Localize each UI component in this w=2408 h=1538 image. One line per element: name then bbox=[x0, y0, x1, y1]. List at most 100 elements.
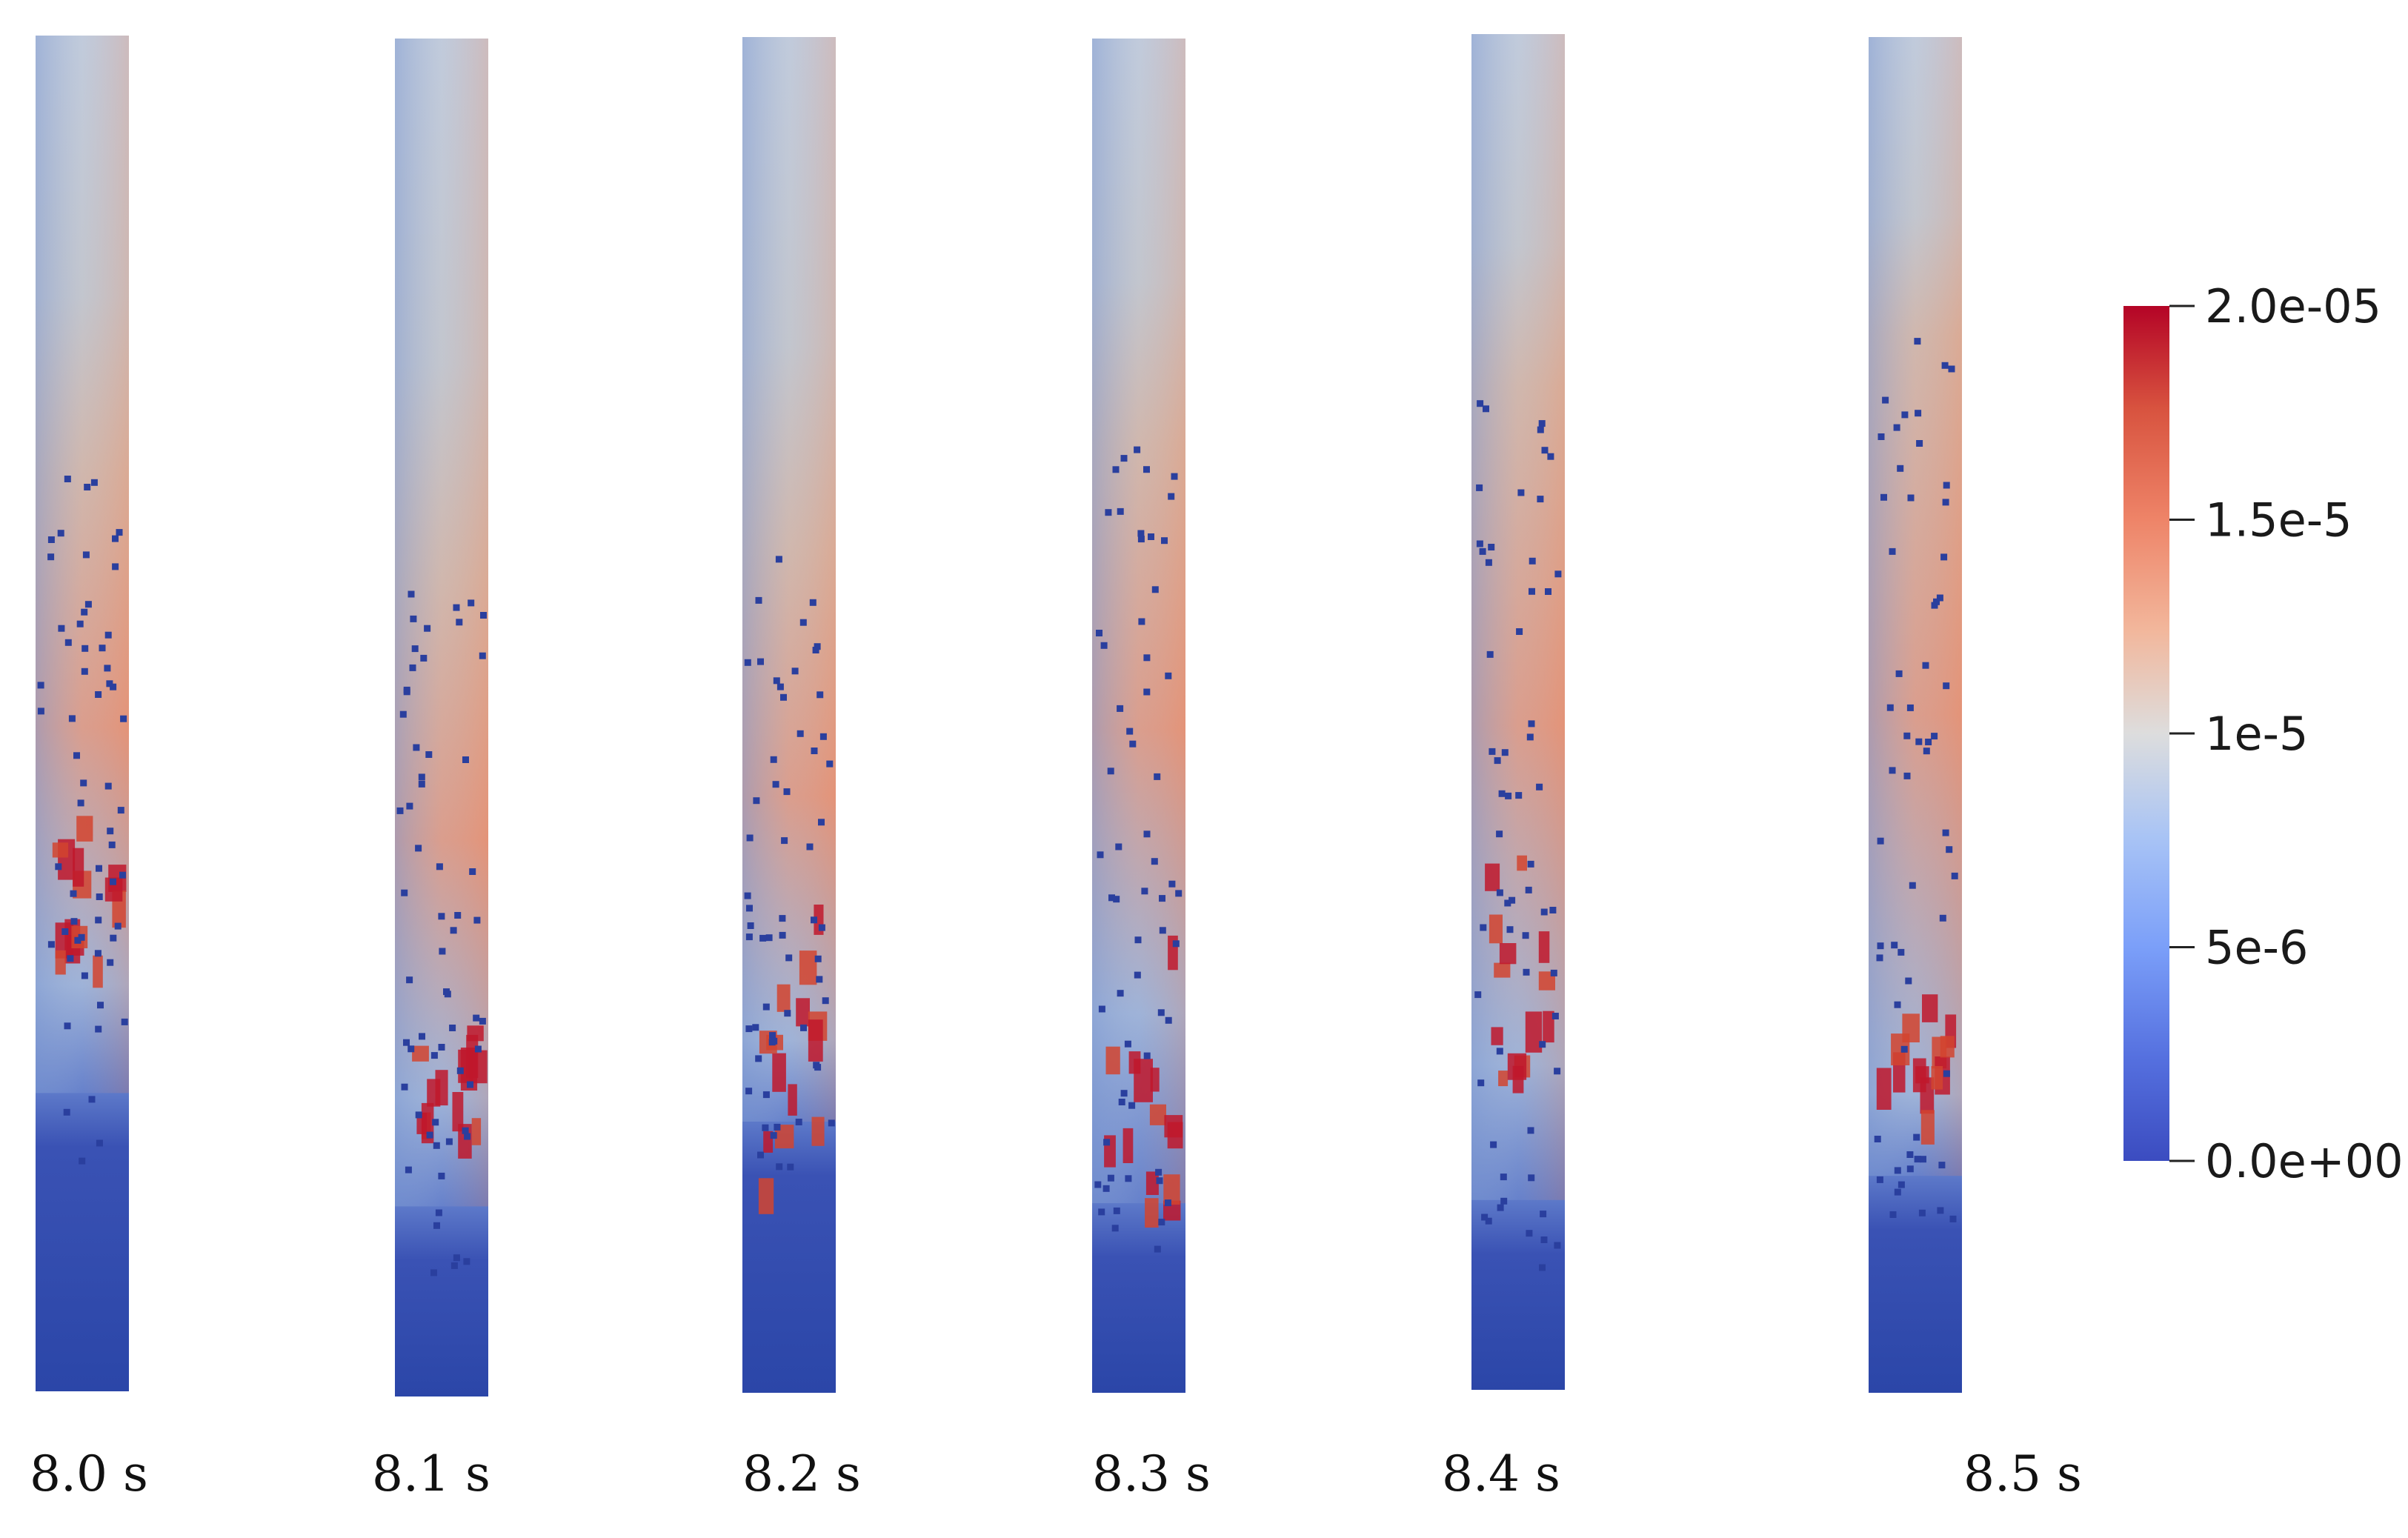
particle-cell bbox=[769, 1032, 776, 1039]
particle-cell bbox=[55, 863, 62, 870]
particle-cell bbox=[76, 620, 84, 627]
particle-cell bbox=[744, 892, 751, 899]
particle-cell bbox=[746, 834, 754, 842]
particle-cell bbox=[449, 1025, 456, 1031]
particle-cell bbox=[70, 890, 77, 897]
particle-cell bbox=[1154, 773, 1161, 780]
particle-cell bbox=[78, 933, 85, 941]
particle-cell bbox=[469, 868, 476, 875]
particle-cell bbox=[1102, 1185, 1110, 1192]
particle-cell bbox=[81, 972, 88, 979]
hot-cell bbox=[73, 848, 84, 887]
particle-cell bbox=[47, 553, 55, 561]
particle-cell bbox=[1951, 872, 1958, 879]
hot-cell bbox=[1940, 1036, 1955, 1058]
particle-cell bbox=[1877, 433, 1885, 440]
particle-cell bbox=[775, 556, 782, 563]
particle-cell bbox=[438, 1044, 445, 1051]
particle-cell bbox=[121, 1018, 128, 1025]
particle-cell bbox=[95, 691, 102, 698]
hot-cell bbox=[1494, 962, 1511, 978]
particle-cell bbox=[473, 916, 481, 924]
particle-cell bbox=[1918, 1209, 1926, 1216]
particle-cell bbox=[1159, 927, 1166, 934]
hot-cell bbox=[427, 1079, 441, 1107]
particle-cell bbox=[1137, 530, 1145, 537]
particle-cell bbox=[1943, 1070, 1950, 1077]
particle-cell bbox=[438, 913, 445, 920]
time-label: 8.1 s bbox=[372, 1445, 490, 1502]
particle-cell bbox=[1905, 977, 1912, 985]
particle-cell bbox=[1876, 1176, 1883, 1183]
particle-cell bbox=[1157, 1009, 1165, 1016]
hot-cell bbox=[1491, 1027, 1503, 1045]
particle-cell bbox=[401, 889, 408, 896]
particle-cell bbox=[96, 865, 102, 872]
particle-cell bbox=[453, 604, 460, 611]
colorbar-tick-label: 0.0e+00 bbox=[2205, 1134, 2404, 1188]
particle-cell bbox=[104, 631, 112, 639]
particle-cell bbox=[1117, 705, 1124, 712]
particle-cell bbox=[1126, 728, 1134, 735]
particle-cell bbox=[1474, 991, 1482, 999]
particle-cell bbox=[1898, 948, 1905, 956]
particle-cell bbox=[70, 918, 78, 925]
particle-cell bbox=[108, 841, 116, 848]
particle-cell bbox=[415, 845, 422, 852]
hot-cell bbox=[772, 1053, 786, 1092]
particle-cell bbox=[464, 1133, 471, 1140]
time-label: 8.5 s bbox=[1963, 1445, 2082, 1502]
particle-cell bbox=[450, 1262, 458, 1269]
particle-cell bbox=[1895, 670, 1903, 677]
particle-cell bbox=[74, 936, 82, 944]
particle-cell bbox=[772, 781, 779, 788]
particle-cell bbox=[1134, 936, 1142, 944]
particle-cell bbox=[799, 619, 807, 626]
particle-cell bbox=[63, 1108, 70, 1116]
particle-cell bbox=[1128, 1102, 1136, 1109]
particle-cell bbox=[822, 997, 829, 1005]
hot-cell bbox=[93, 955, 103, 988]
particle-cell bbox=[1506, 926, 1514, 933]
particle-cell bbox=[81, 668, 88, 675]
particle-cell bbox=[1906, 704, 1914, 711]
particle-cell bbox=[1490, 1141, 1497, 1148]
particle-cell bbox=[1509, 896, 1516, 904]
particle-cell bbox=[117, 807, 124, 814]
particle-cell bbox=[84, 601, 92, 608]
particle-cell bbox=[445, 1138, 453, 1145]
hot-cell bbox=[467, 1025, 484, 1042]
colorbar-tick-label: 2.0e-05 bbox=[2205, 279, 2381, 333]
snapshot-column bbox=[1471, 34, 1565, 1390]
hot-cell bbox=[1149, 1104, 1166, 1125]
hot-cell bbox=[1489, 914, 1503, 944]
particle-cell bbox=[1172, 940, 1180, 948]
hot-cell bbox=[1134, 1059, 1153, 1102]
particle-cell bbox=[1526, 733, 1534, 741]
particle-cell bbox=[456, 619, 463, 626]
particle-cell bbox=[1536, 783, 1543, 790]
particle-cell bbox=[77, 799, 84, 807]
hot-cell bbox=[1498, 1071, 1509, 1087]
hot-cell bbox=[55, 950, 66, 975]
particle-cell bbox=[781, 837, 788, 845]
particle-cell bbox=[1936, 594, 1943, 602]
hot-cell bbox=[1876, 1068, 1892, 1110]
particle-cell bbox=[1903, 732, 1911, 739]
particle-cell bbox=[1942, 829, 1949, 836]
particle-cell bbox=[467, 1081, 473, 1088]
particle-cell bbox=[768, 1039, 776, 1046]
particle-cell bbox=[37, 708, 44, 715]
particle-cell bbox=[1882, 396, 1889, 404]
particle-cell bbox=[1103, 1139, 1111, 1146]
hot-cell bbox=[811, 1116, 825, 1146]
particle-cell bbox=[82, 551, 90, 559]
particle-cell bbox=[1488, 544, 1495, 550]
particle-cell bbox=[1893, 424, 1900, 431]
particle-cell bbox=[1480, 924, 1487, 931]
particle-cell bbox=[47, 536, 55, 543]
particle-cell bbox=[1156, 1177, 1163, 1185]
particle-cell bbox=[418, 780, 425, 788]
hot-cell bbox=[1145, 1198, 1159, 1228]
particle-cell bbox=[1886, 704, 1894, 711]
